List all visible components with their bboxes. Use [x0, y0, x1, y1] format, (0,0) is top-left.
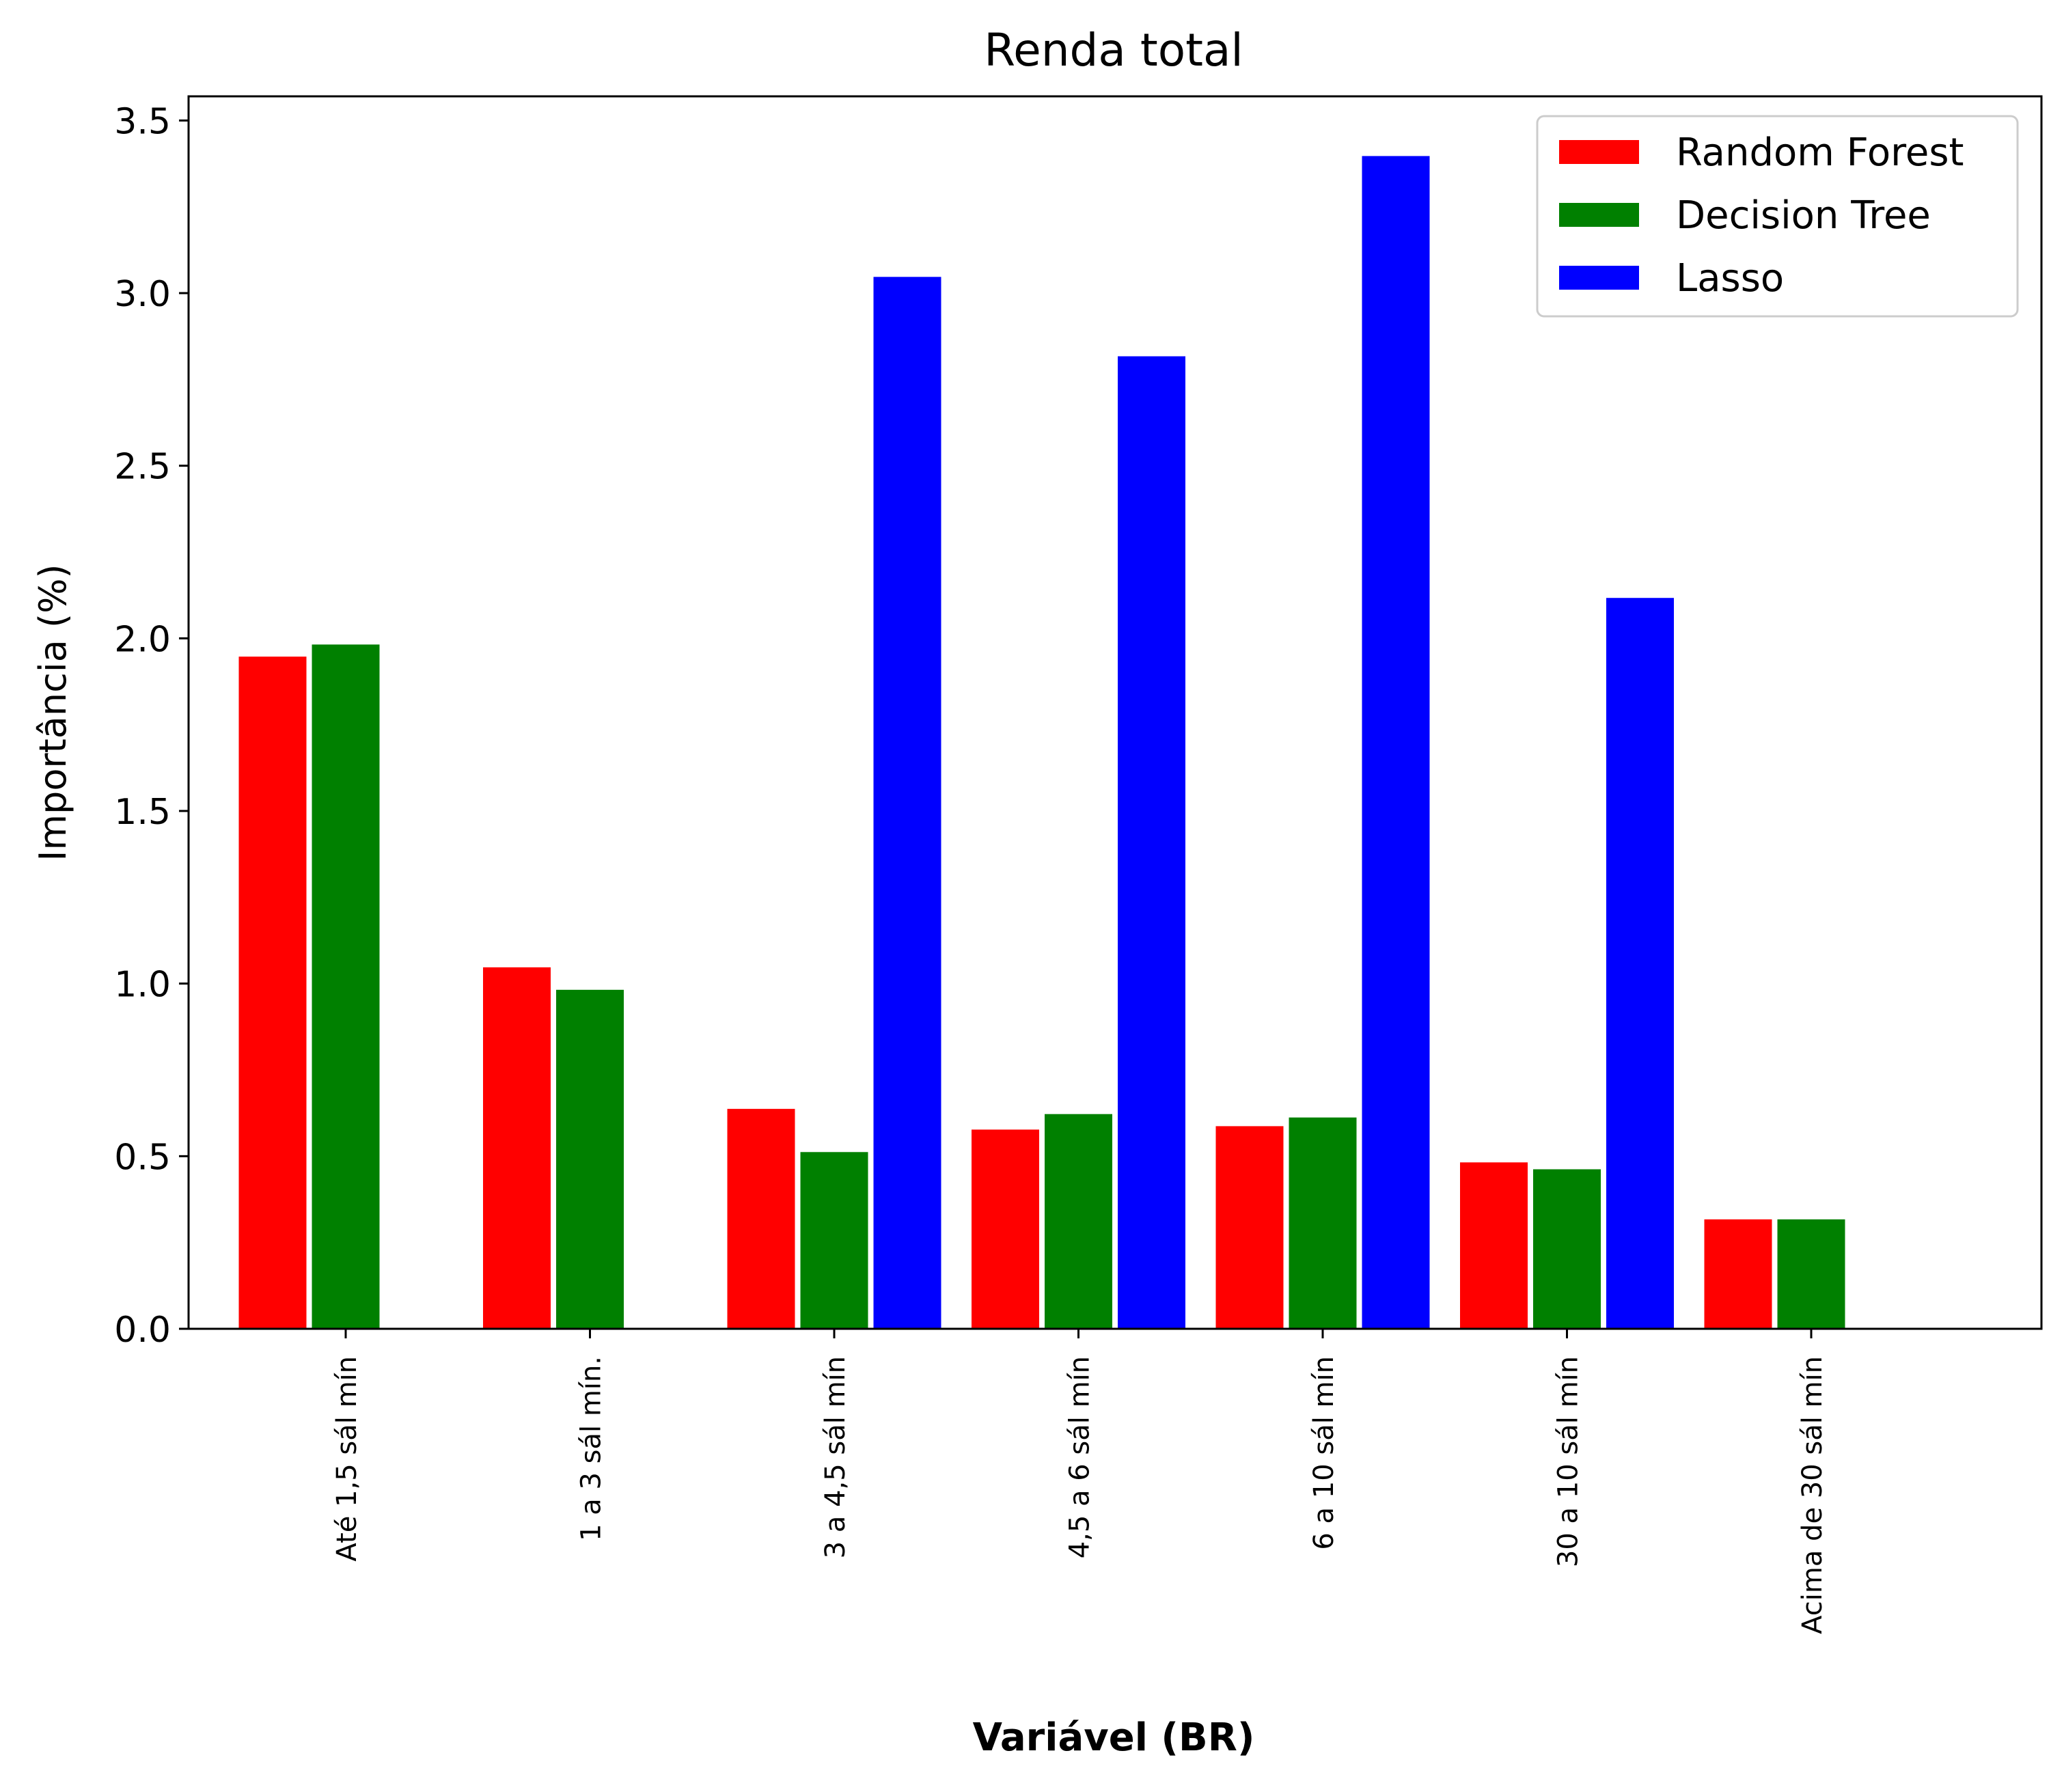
x-tick-label: 6 a 10 sál mín	[1308, 1356, 1340, 1550]
legend-swatch-decision-tree	[1559, 203, 1639, 227]
bar-random-forest-4	[969, 1127, 1041, 1330]
legend-label: Lasso	[1676, 256, 1784, 301]
bar-lasso-6	[1604, 596, 1676, 1330]
bar-random-forest-5	[1213, 1124, 1286, 1330]
bars-layer	[236, 154, 1847, 1330]
legend: Random Forest Decision Tree Lasso	[1536, 115, 2019, 318]
y-tick-label: 1.0	[114, 965, 171, 1006]
x-tick-label: 4,5 a 6 sál mín	[1064, 1356, 1096, 1558]
bar-lasso-5	[1360, 154, 1432, 1330]
y-axis: 0.0 0.5 1.0 1.5 2.0 2.5 3.0 3.5	[114, 101, 189, 1351]
bar-decision-tree-7	[1775, 1217, 1847, 1330]
bar-random-forest-1	[236, 654, 309, 1330]
x-tick-label: Até 1,5 sál mín	[331, 1356, 363, 1562]
legend-swatch-random-forest	[1559, 140, 1639, 164]
x-axis-label: Variável (BR)	[973, 1715, 1255, 1760]
y-tick-label: 3.5	[114, 101, 171, 142]
x-tick-label: Acima de 30 sál mín	[1797, 1356, 1828, 1634]
bar-random-forest-2	[481, 965, 553, 1330]
x-tick-label: 30 a 10 sál mín	[1553, 1356, 1584, 1567]
bar-random-forest-7	[1702, 1217, 1774, 1330]
y-axis-label: Importância (%)	[31, 564, 74, 861]
y-tick-label: 1.5	[114, 792, 171, 833]
y-tick-label: 3.0	[114, 274, 171, 315]
y-tick-label: 2.5	[114, 447, 171, 488]
bar-decision-tree-6	[1531, 1167, 1603, 1330]
x-tick-label: 1 a 3 sál mín.	[576, 1356, 607, 1541]
bar-lasso-3	[871, 275, 944, 1330]
y-tick-label: 2.0	[114, 619, 171, 660]
legend-label: Random Forest	[1676, 130, 1964, 175]
legend-swatch-lasso	[1559, 266, 1639, 290]
x-tick-label: 3 a 4,5 sál mín	[820, 1356, 851, 1558]
legend-label: Decision Tree	[1676, 193, 1931, 238]
x-axis: Até 1,5 sál mín 1 a 3 sál mín. 3 a 4,5 sál…	[331, 1329, 1828, 1634]
bar-lasso-4	[1116, 354, 1187, 1330]
bar-random-forest-3	[725, 1107, 797, 1330]
legend-frame	[1536, 115, 2019, 318]
bar-decision-tree-3	[798, 1150, 870, 1330]
bar-decision-tree-5	[1286, 1115, 1359, 1330]
bar-decision-tree-2	[554, 987, 626, 1330]
y-tick-label: 0.5	[114, 1137, 171, 1178]
chart-title: Renda total	[984, 24, 1243, 77]
plot-frame	[187, 95, 2043, 1330]
bar-decision-tree-4	[1043, 1112, 1114, 1330]
y-tick-label: 0.0	[114, 1310, 171, 1351]
bar-random-forest-6	[1458, 1160, 1530, 1330]
bar-decision-tree-1	[309, 642, 382, 1330]
